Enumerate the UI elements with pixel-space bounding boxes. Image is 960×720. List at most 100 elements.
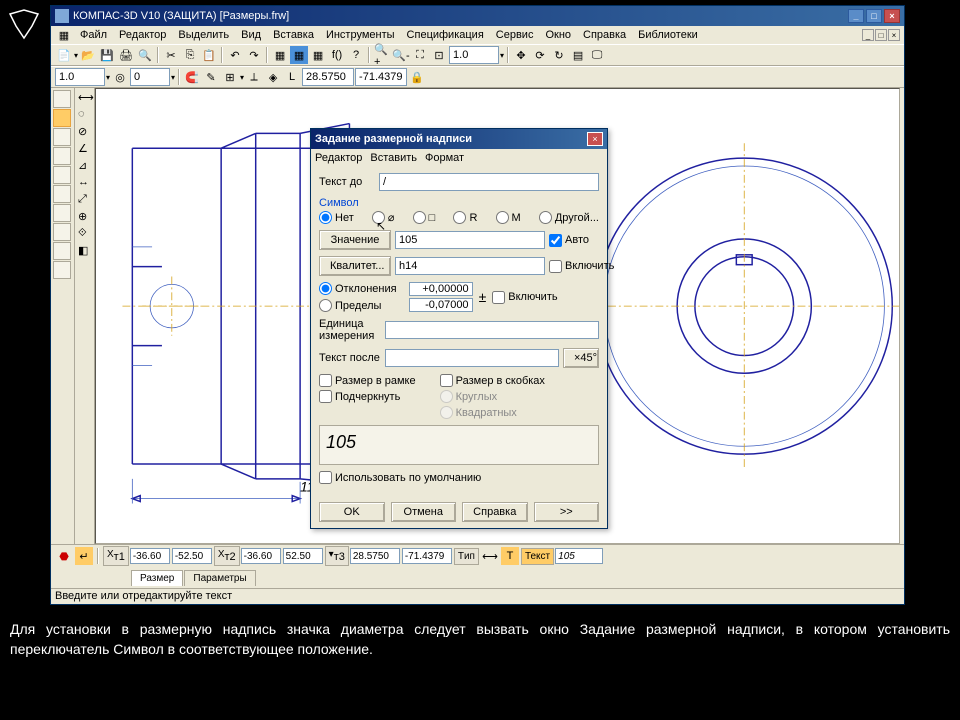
value-button[interactable]: Значение [319, 230, 391, 250]
type2-icon[interactable]: T [501, 547, 519, 565]
grid-icon[interactable]: ⊞ [221, 68, 239, 86]
y1-input[interactable] [172, 548, 212, 564]
c1-icon[interactable]: ◎ [111, 68, 129, 86]
maximize-button[interactable]: □ [866, 9, 882, 23]
x2-input[interactable] [241, 548, 281, 564]
tool-measure[interactable] [53, 185, 71, 203]
x1-input[interactable] [130, 548, 170, 564]
text-after-input[interactable] [385, 349, 559, 367]
zoom-fit-icon[interactable]: ⛶ [411, 46, 429, 64]
cancel-button[interactable]: Отмена [391, 502, 457, 522]
help-button[interactable]: Справка [462, 502, 528, 522]
mdi-close[interactable]: × [888, 29, 900, 41]
tool-insert[interactable] [53, 261, 71, 279]
radio-none[interactable]: Нет [319, 211, 354, 224]
y2-input[interactable] [283, 548, 323, 564]
zoom-in-icon[interactable]: 🔍+ [373, 46, 391, 64]
b1-icon[interactable]: ▦ [271, 46, 289, 64]
minimize-button[interactable]: _ [848, 9, 864, 23]
mdi-min[interactable]: _ [862, 29, 874, 41]
ortho-icon[interactable]: ⟂ [245, 68, 263, 86]
menu-service[interactable]: Сервис [491, 27, 539, 43]
stop-icon[interactable]: ⬣ [55, 547, 73, 565]
layers-icon[interactable]: ▤ [569, 46, 587, 64]
state-input[interactable] [130, 68, 170, 86]
undo-icon[interactable]: ↶ [226, 46, 244, 64]
redo-icon[interactable]: ↷ [245, 46, 263, 64]
underline-checkbox[interactable]: Подчеркнуть [319, 390, 416, 403]
help-icon[interactable]: ? [347, 46, 365, 64]
vars-icon[interactable]: f() [328, 46, 346, 64]
radio-other[interactable]: Другой... [539, 211, 599, 224]
subtool-4[interactable]: ∠ [77, 141, 93, 157]
dev-plus-input[interactable] [409, 282, 473, 296]
tool-symbols[interactable] [53, 128, 71, 146]
menu-window[interactable]: Окно [540, 27, 576, 43]
radio-radius[interactable]: R [453, 211, 477, 224]
tool-edit[interactable] [53, 147, 71, 165]
create-icon[interactable]: ↵ [75, 547, 93, 565]
paste-icon[interactable]: 📋 [200, 46, 218, 64]
menu-spec[interactable]: Спецификация [402, 27, 489, 43]
menu-icon[interactable]: ▦ [55, 26, 73, 44]
tool-param[interactable] [53, 166, 71, 184]
text-input[interactable] [555, 548, 603, 564]
zoom-input[interactable] [449, 46, 499, 64]
subtool-1[interactable]: ⟷ [77, 90, 93, 106]
tool-reports[interactable] [53, 242, 71, 260]
subtool-9[interactable]: ⟐ [77, 226, 93, 242]
default-checkbox[interactable]: Использовать по умолчанию [319, 471, 481, 484]
tool-select[interactable] [53, 204, 71, 222]
tool-spec[interactable] [53, 223, 71, 241]
unit-input[interactable] [385, 321, 599, 339]
menu-edit[interactable]: Редактор [114, 27, 171, 43]
radio-metric[interactable]: M [496, 211, 521, 224]
lock-icon[interactable]: 🔒 [408, 68, 426, 86]
qualitet-checkbox[interactable]: Включить [549, 260, 614, 273]
text-before-input[interactable] [379, 173, 599, 191]
subtool-2[interactable]: ◌ [77, 107, 93, 123]
zoom-sel-icon[interactable]: ⊡ [430, 46, 448, 64]
pan-icon[interactable]: ✥ [512, 46, 530, 64]
tab-dimension[interactable]: Размер [131, 570, 183, 586]
subtool-3[interactable]: ⊘ [77, 124, 93, 140]
close-button[interactable]: × [884, 9, 900, 23]
coord-y-input[interactable] [355, 68, 407, 86]
zoom-out-icon[interactable]: 🔍- [392, 46, 410, 64]
scale-input[interactable] [55, 68, 105, 86]
copy-icon[interactable]: ⎘ [181, 46, 199, 64]
preview-icon[interactable]: 🔍 [136, 46, 154, 64]
mdi-max[interactable]: □ [875, 29, 887, 41]
tool-geometry[interactable] [53, 90, 71, 108]
screen-icon[interactable]: 🖵 [588, 46, 606, 64]
local-icon[interactable]: ◈ [264, 68, 282, 86]
rot-icon[interactable]: ⟳ [531, 46, 549, 64]
frame-checkbox[interactable]: Размер в рамке [319, 374, 416, 387]
subtool-5[interactable]: ⊿ [77, 158, 93, 174]
radio-square[interactable]: □ [413, 211, 436, 224]
menu-select[interactable]: Выделить [173, 27, 234, 43]
dlg-menu-insert[interactable]: Вставить [370, 152, 417, 164]
menu-tools[interactable]: Инструменты [321, 27, 400, 43]
menu-help[interactable]: Справка [578, 27, 631, 43]
t3y-input[interactable] [402, 548, 452, 564]
dev-minus-input[interactable] [409, 298, 473, 312]
coord-x-input[interactable] [302, 68, 354, 86]
tool-dimensions[interactable] [53, 109, 71, 127]
new-icon[interactable]: 📄 [55, 46, 73, 64]
ok-button[interactable]: OK [319, 502, 385, 522]
auto-checkbox[interactable]: Авто [549, 234, 589, 247]
more-button[interactable]: >> [534, 502, 600, 522]
brackets-checkbox[interactable]: Размер в скобках [440, 374, 545, 387]
subtool-10[interactable]: ◧ [77, 243, 93, 259]
subtool-8[interactable]: ⊕ [77, 209, 93, 225]
open-icon[interactable]: 📂 [79, 46, 97, 64]
subtool-6[interactable]: ↔ [77, 175, 93, 191]
radio-deviations[interactable]: Отклонения [319, 282, 397, 295]
t3x-input[interactable] [350, 548, 400, 564]
snap1-icon[interactable]: 🧲 [183, 68, 201, 86]
dlg-menu-edit[interactable]: Редактор [315, 152, 362, 164]
tab-params[interactable]: Параметры [184, 570, 255, 586]
b3-icon[interactable]: ▦ [309, 46, 327, 64]
b2-icon[interactable]: ▦ [290, 46, 308, 64]
